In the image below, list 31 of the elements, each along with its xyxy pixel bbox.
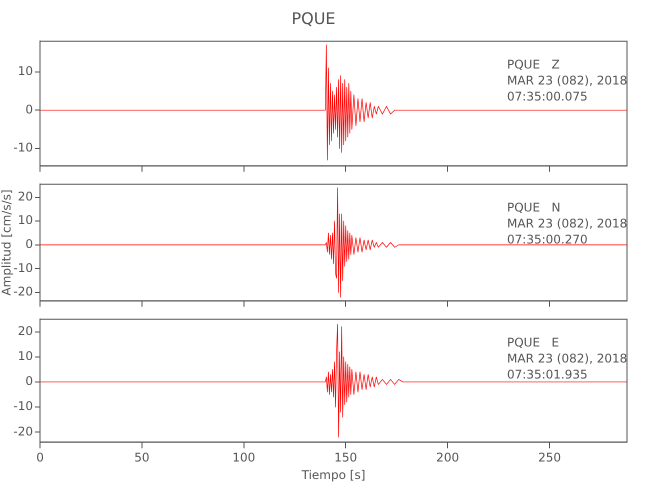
y-tick-label: 10 bbox=[18, 64, 33, 78]
annotation: MAR 23 (082), 2018 bbox=[507, 73, 628, 88]
y-tick-label: 20 bbox=[18, 324, 33, 338]
y-tick-label: 0 bbox=[25, 102, 33, 116]
y-tick-label: 20 bbox=[18, 189, 33, 204]
annotation: MAR 23 (082), 2018 bbox=[507, 351, 628, 366]
y-tick-label: 10 bbox=[18, 213, 33, 228]
chart-title: PQUE bbox=[291, 8, 336, 28]
y-tick-label: -10 bbox=[13, 140, 33, 155]
annotation: MAR 23 (082), 2018 bbox=[507, 216, 628, 230]
y-tick-label: 10 bbox=[18, 348, 33, 363]
x-tick-label: 200 bbox=[436, 450, 460, 465]
annotation: PQUE Z bbox=[507, 57, 560, 72]
y-axis-title: Amplitud [cm/s/s] bbox=[0, 189, 14, 296]
annotation: 07:35:00.270 bbox=[507, 232, 588, 246]
annotation: PQUE N bbox=[507, 200, 560, 214]
x-tick-label: 150 bbox=[334, 450, 358, 465]
annotation: 07:35:00.075 bbox=[507, 89, 588, 104]
y-tick-label: -20 bbox=[13, 284, 33, 299]
annotation: 07:35:01.935 bbox=[507, 367, 588, 382]
x-tick-label: 50 bbox=[134, 450, 150, 465]
x-tick-label: 0 bbox=[36, 450, 44, 465]
y-tick-label: 0 bbox=[25, 374, 33, 388]
y-tick-label: -20 bbox=[13, 424, 33, 438]
x-axis-title: Tiempo [s] bbox=[300, 468, 366, 482]
x-tick-label: 250 bbox=[538, 450, 561, 465]
y-tick-label: -10 bbox=[13, 399, 33, 414]
y-tick-label: 0 bbox=[25, 237, 33, 252]
y-tick-label: -10 bbox=[13, 260, 33, 275]
annotation: PQUE E bbox=[507, 335, 560, 350]
x-tick-label: 100 bbox=[232, 450, 256, 465]
